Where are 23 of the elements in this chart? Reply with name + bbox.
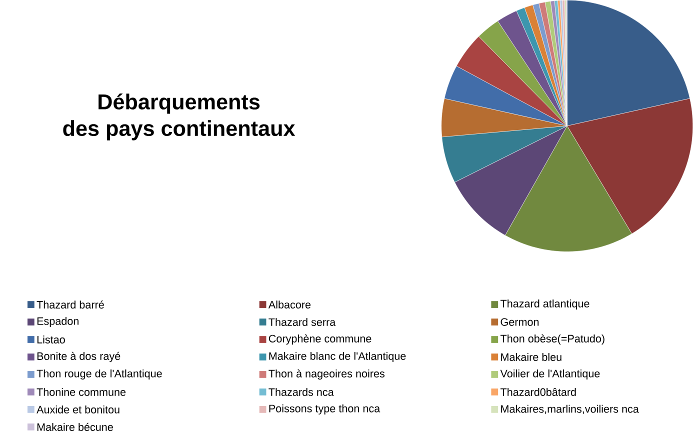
legend-label: Makaire blanc de l'Atlantique <box>269 352 406 362</box>
legend-label: Listao <box>37 336 65 344</box>
legend-label: Thon obèse(=Patudo) <box>500 334 604 345</box>
legend-label: Thazard0bâtard <box>500 388 576 396</box>
legend-label: Thazard atlantique <box>500 299 590 310</box>
legend-label: Albacore <box>268 300 311 308</box>
legend-label: Thon à nageoires noires <box>268 369 385 380</box>
legend-label: Thazards nca <box>268 388 334 396</box>
legend-label: Espadon <box>37 316 78 328</box>
legend-label: Coryphène commune <box>268 334 372 345</box>
legend-label: Thon rouge de l'Atlantique <box>36 369 162 380</box>
text: Débarquements des pays continentaux <box>63 93 296 140</box>
legend-label: Germon <box>500 318 539 326</box>
legend-label: Thazard barré <box>36 300 104 309</box>
legend-label: Thazard serra <box>268 318 336 326</box>
legend-label: Makaire bécune <box>37 422 113 431</box>
legend-label: Makaires,marlins,voiliers nca <box>501 404 639 414</box>
legend-label: Voilier de l'Atlantique <box>500 369 600 380</box>
legend-label: Poissons type thon nca <box>269 404 380 414</box>
legend-label: Auxide et bonitou <box>36 405 120 414</box>
legend-label: Thonine commune <box>36 388 126 396</box>
legend-label: Bonite à dos rayé <box>37 352 120 362</box>
legend-label: Makaire bleu <box>501 353 562 361</box>
